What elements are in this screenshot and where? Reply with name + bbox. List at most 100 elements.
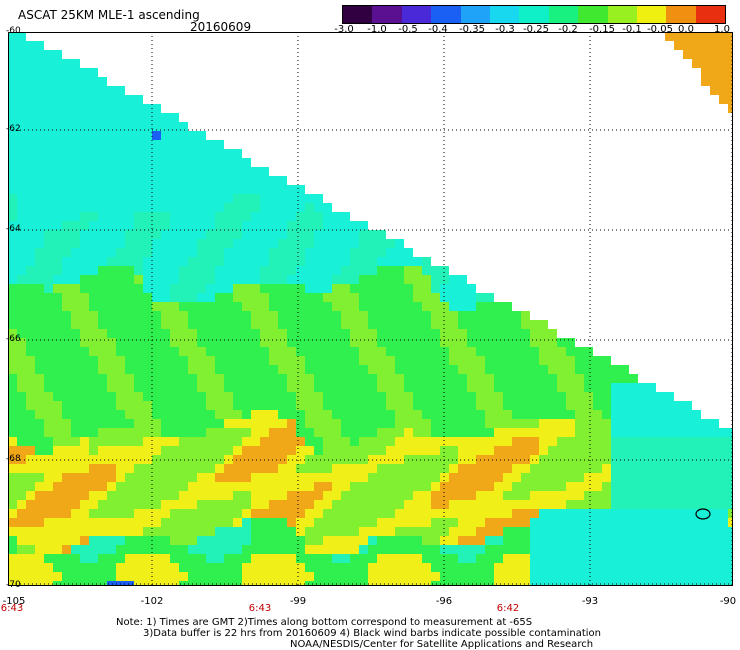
wind-cell — [89, 455, 98, 464]
wind-cell — [512, 536, 521, 545]
wind-cell — [53, 86, 62, 95]
wind-cell — [170, 149, 179, 158]
wind-cell — [143, 275, 152, 284]
wind-cell — [728, 59, 733, 68]
wind-cell — [188, 284, 197, 293]
wind-cell — [98, 374, 107, 383]
wind-cell — [521, 329, 530, 338]
wind-cell — [224, 563, 233, 572]
wind-cell — [467, 572, 476, 581]
wind-cell — [323, 527, 332, 536]
wind-cell — [359, 419, 368, 428]
wind-cell — [449, 446, 458, 455]
wind-cell — [332, 446, 341, 455]
wind-cell — [35, 185, 44, 194]
wind-cell — [341, 446, 350, 455]
wind-cell — [269, 500, 278, 509]
wind-cell — [170, 581, 179, 586]
wind-cell — [152, 563, 161, 572]
wind-cell — [143, 338, 152, 347]
wind-cell — [35, 572, 44, 581]
wind-cell — [269, 473, 278, 482]
wind-cell — [116, 347, 125, 356]
wind-cell — [125, 464, 134, 473]
wind-cell — [557, 419, 566, 428]
wind-cell — [143, 365, 152, 374]
wind-cell — [188, 302, 197, 311]
wind-cell — [332, 491, 341, 500]
wind-cell — [485, 410, 494, 419]
wind-cell — [503, 356, 512, 365]
wind-cell — [548, 419, 557, 428]
wind-cell — [8, 59, 17, 68]
wind-cell — [440, 293, 449, 302]
wind-cell — [296, 185, 305, 194]
wind-cell — [35, 293, 44, 302]
wind-cell — [35, 374, 44, 383]
wind-cell — [170, 185, 179, 194]
wind-cell — [368, 419, 377, 428]
wind-cell — [161, 284, 170, 293]
wind-cell — [611, 383, 620, 392]
wind-cell — [98, 311, 107, 320]
wind-cell — [431, 329, 440, 338]
wind-cell — [188, 482, 197, 491]
wind-cell — [89, 356, 98, 365]
wind-cell — [260, 293, 269, 302]
wind-cell — [179, 545, 188, 554]
wind-cell — [260, 239, 269, 248]
wind-cell — [8, 329, 17, 338]
wind-cell — [152, 401, 161, 410]
wind-cell — [161, 212, 170, 221]
wind-cell — [278, 509, 287, 518]
wind-cell — [215, 149, 224, 158]
wind-cell — [62, 482, 71, 491]
wind-cell — [206, 554, 215, 563]
wind-cell — [260, 428, 269, 437]
wind-cell — [440, 302, 449, 311]
wind-cell — [17, 284, 26, 293]
wind-cell — [413, 392, 422, 401]
note-line-2: 3)Data buffer is 22 hrs from 20160609 4)… — [143, 628, 601, 639]
wind-cell — [449, 536, 458, 545]
wind-cell — [314, 419, 323, 428]
wind-cell — [17, 230, 26, 239]
wind-cell — [422, 482, 431, 491]
wind-cell — [719, 509, 728, 518]
wind-cell — [530, 518, 539, 527]
wind-cell — [260, 554, 269, 563]
wind-cell — [566, 563, 575, 572]
wind-cell — [377, 491, 386, 500]
wind-cell — [98, 491, 107, 500]
wind-cell — [458, 572, 467, 581]
wind-cell — [269, 194, 278, 203]
wind-cell — [323, 311, 332, 320]
wind-cell — [206, 338, 215, 347]
wind-cell — [341, 257, 350, 266]
wind-cell — [422, 410, 431, 419]
wind-cell — [170, 500, 179, 509]
wind-cell — [170, 140, 179, 149]
wind-cell — [44, 167, 53, 176]
wind-cell — [332, 464, 341, 473]
wind-cell — [161, 131, 170, 140]
wind-cell — [458, 563, 467, 572]
wind-cell — [8, 428, 17, 437]
wind-cell — [476, 311, 485, 320]
wind-cell — [323, 545, 332, 554]
wind-cell — [44, 248, 53, 257]
wind-cell — [152, 500, 161, 509]
wind-cell — [494, 329, 503, 338]
wind-cell — [44, 446, 53, 455]
wind-cell — [35, 491, 44, 500]
wind-cell — [323, 212, 332, 221]
wind-cell — [485, 545, 494, 554]
wind-cell — [161, 500, 170, 509]
wind-cell — [44, 104, 53, 113]
wind-cell — [494, 437, 503, 446]
wind-cell — [269, 428, 278, 437]
wind-cell — [215, 338, 224, 347]
wind-cell — [125, 104, 134, 113]
wind-cell — [260, 437, 269, 446]
wind-cell — [404, 464, 413, 473]
